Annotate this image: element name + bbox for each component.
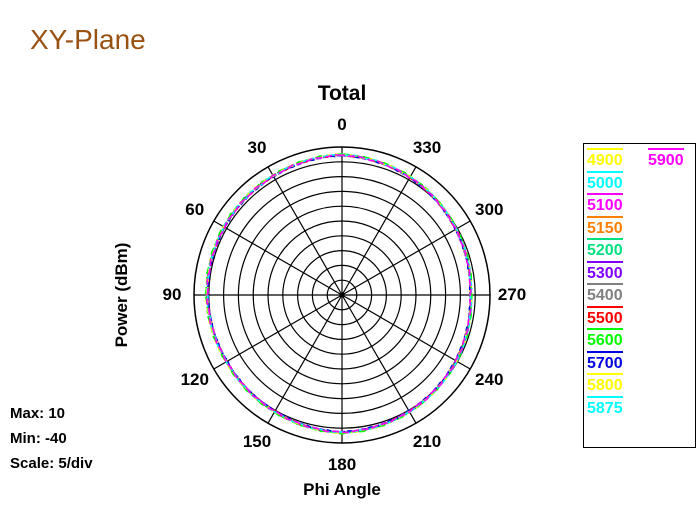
legend-entry: 5800 — [587, 373, 623, 395]
legend-entry: 5600 — [587, 328, 623, 350]
legend: 4900 5000 5100 5150 5200 5300 5400 5500 5600 5700… — [583, 143, 696, 448]
page-title: XY-Plane — [30, 24, 146, 55]
legend-line-swatch — [587, 395, 623, 398]
legend-label: 5500 — [587, 309, 623, 327]
angle-tick-label: 300 — [475, 200, 504, 219]
legend-label: 5150 — [587, 219, 623, 237]
legend-line-swatch — [587, 238, 623, 240]
legend-entry: 5150 — [587, 215, 623, 238]
grid-spoke — [213, 294, 343, 370]
angle-tick-label: 90 — [162, 285, 182, 304]
legend-label: 5875 — [587, 399, 623, 417]
x-axis-label: Phi Angle — [303, 480, 381, 499]
legend-line-swatch — [587, 148, 623, 150]
legend-line-swatch — [587, 193, 623, 195]
legend-line-swatch — [648, 148, 684, 150]
legend-label: 5700 — [587, 354, 623, 372]
legend-entry: 5900 — [648, 148, 684, 170]
legend-line-swatch — [587, 373, 623, 375]
legend-label: 5400 — [587, 287, 623, 304]
legend-label: 4900 — [587, 152, 623, 169]
angle-tick-label: 120 — [180, 370, 209, 389]
grid-spoke — [267, 294, 343, 424]
legend-line-swatch — [587, 328, 623, 330]
max-label: Max: 10 — [10, 405, 66, 422]
legend-line-swatch — [587, 170, 623, 173]
min-label: Min: -40 — [10, 430, 67, 447]
legend-label: 5900 — [648, 152, 684, 169]
legend-line-swatch — [587, 215, 623, 218]
legend-line-swatch — [587, 260, 623, 263]
legend-entry: 5700 — [587, 350, 623, 373]
legend-label: 5000 — [587, 174, 623, 192]
legend-entry: 5500 — [587, 305, 623, 328]
grid-spoke — [213, 220, 343, 296]
scale-label: Scale: 5/div — [10, 455, 93, 472]
angle-tick-label: 270 — [497, 285, 527, 304]
center-dot — [339, 292, 345, 298]
angle-tick-label: 150 — [242, 432, 272, 452]
legend-entry: 5400 — [587, 283, 623, 305]
legend-entry: 5875 — [587, 395, 623, 418]
legend-label: 5200 — [587, 242, 623, 259]
grid-spoke — [341, 166, 417, 296]
legend-entry: 4900 — [587, 148, 623, 170]
series-5875 — [206, 153, 473, 434]
angle-tick-label: 330 — [412, 137, 442, 157]
grid-spoke — [341, 220, 471, 296]
grid-spoke — [341, 294, 417, 424]
angle-tick-label: 30 — [247, 137, 267, 157]
grid-spoke — [267, 166, 343, 296]
angle-tick-label: 0 — [337, 115, 347, 134]
angle-tick-label: 180 — [327, 455, 357, 474]
legend-entry: 5000 — [587, 170, 623, 193]
legend-line-swatch — [587, 283, 623, 285]
legend-entry: 5100 — [587, 193, 623, 215]
legend-line-swatch — [587, 350, 623, 353]
legend-label: 5600 — [587, 332, 623, 349]
legend-label: 5300 — [587, 264, 623, 282]
angle-tick-label: 210 — [412, 432, 442, 452]
chart-title: Total — [317, 82, 367, 105]
legend-entry: 5200 — [587, 238, 623, 260]
legend-label: 5800 — [587, 377, 623, 394]
legend-entry: 5300 — [587, 260, 623, 283]
grid-spoke — [341, 294, 471, 370]
series-5900 — [206, 153, 473, 434]
angle-tick-label: 240 — [475, 370, 504, 389]
angle-tick-label: 60 — [185, 200, 205, 219]
legend-label: 5100 — [587, 197, 623, 214]
legend-line-swatch — [587, 305, 623, 308]
